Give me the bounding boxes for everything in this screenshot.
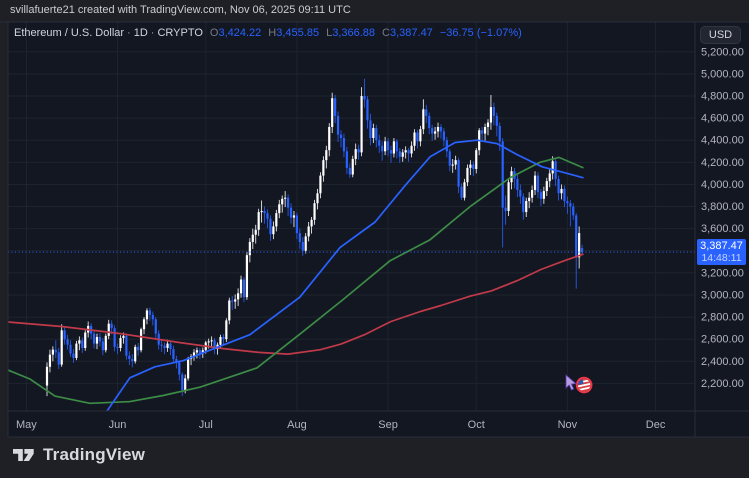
price-tick-label: 2,200.00	[701, 378, 744, 390]
legend-separator: ·	[127, 27, 131, 39]
tradingview-logo-text: TradingView	[43, 445, 146, 464]
bar-countdown: 14:48:11	[701, 252, 742, 265]
open-value: 3,424.22	[218, 27, 262, 39]
time-tick-label: Dec	[646, 419, 666, 431]
price-tick-label: 2,800.00	[701, 312, 744, 324]
price-tick-label: 3,800.00	[701, 201, 744, 213]
last-price-value: 3,387.47	[700, 240, 743, 253]
time-tick-label: May	[16, 419, 37, 431]
time-tick-label: Nov	[558, 419, 578, 431]
price-tick-label: 3,200.00	[701, 267, 744, 279]
price-tick-label: 5,000.00	[701, 68, 744, 80]
high-key: H	[268, 27, 277, 39]
time-tick-label: Sep	[378, 419, 398, 431]
chart-legend: Ethereum / U.S. Dollar · 1D · CRYPTO O3,424.2…	[14, 27, 522, 39]
time-axis[interactable]	[8, 411, 695, 437]
ma-100-green-line	[8, 156, 584, 405]
attribution-text: svillafuerte21 created with TradingView.…	[10, 4, 351, 16]
chart-background	[8, 22, 749, 437]
close-key: C	[382, 27, 390, 39]
tradingview-logo-icon	[13, 449, 34, 461]
price-tick-label: 4,400.00	[701, 135, 744, 147]
time-tick-label: Aug	[287, 419, 307, 431]
low-key: L	[326, 27, 333, 39]
last-price-label: 3,387.47 14:48:11	[697, 239, 746, 266]
tradingview-logo[interactable]: TradingView	[12, 445, 145, 465]
price-tick-label: 4,000.00	[701, 179, 744, 191]
currency-toggle-button[interactable]: USD	[700, 26, 741, 44]
time-tick-label: Jul	[199, 419, 213, 431]
price-tick-label: 4,600.00	[701, 113, 744, 125]
ma-200-red-line	[8, 253, 584, 355]
interval-label: 1D	[133, 27, 148, 39]
high-value: 3,455.85	[276, 27, 320, 39]
time-tick-label: Jun	[109, 419, 127, 431]
economic-event-marker[interactable]	[575, 376, 593, 394]
price-tick-label: 4,800.00	[701, 91, 744, 103]
price-scale[interactable]	[695, 22, 749, 411]
price-tick-label: 5,200.00	[701, 46, 744, 58]
change-value: −36.75 (−1.07%)	[439, 27, 522, 39]
symbol-title: Ethereum / U.S. Dollar	[14, 27, 125, 39]
ma-50-blue-line	[106, 139, 584, 411]
time-tick-label: Oct	[468, 419, 485, 431]
price-tick-label: 2,400.00	[701, 356, 744, 368]
low-value: 3,366.88	[332, 27, 376, 39]
legend-separator: ·	[150, 27, 155, 39]
price-tick-label: 2,600.00	[701, 334, 744, 346]
price-tick-label: 3,000.00	[701, 289, 744, 301]
cursor-icon	[565, 374, 577, 391]
exchange-label: CRYPTO	[157, 27, 203, 39]
close-value: 3,387.47	[389, 27, 433, 39]
price-tick-label: 4,200.00	[701, 157, 744, 169]
open-key: O	[209, 27, 219, 39]
price-tick-label: 3,600.00	[701, 223, 744, 235]
